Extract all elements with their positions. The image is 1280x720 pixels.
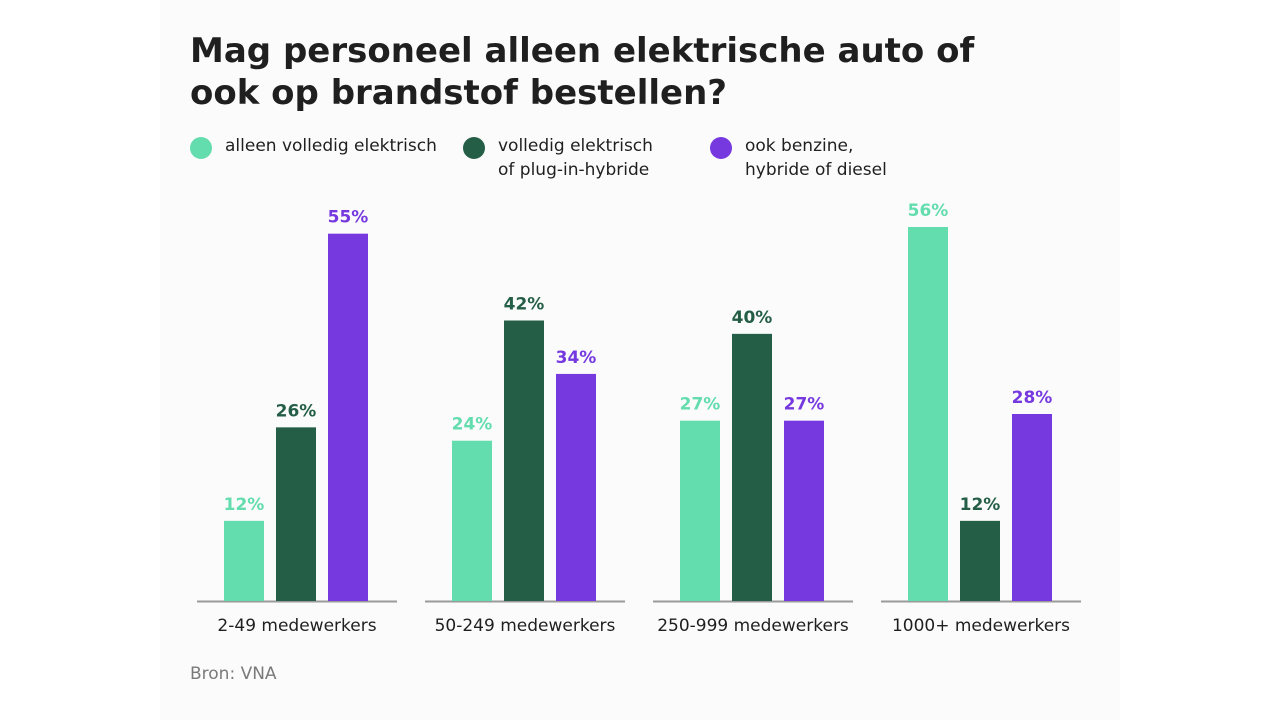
category-label: 50-249 medewerkers: [435, 616, 616, 636]
data-label: 26%: [276, 401, 317, 421]
bar: [556, 373, 596, 601]
legend-swatch: [463, 137, 485, 159]
data-label: 24%: [452, 415, 493, 435]
bar: [784, 420, 824, 601]
category-label: 2-49 medewerkers: [217, 616, 376, 636]
data-label: 55%: [328, 208, 369, 228]
bar: [452, 440, 492, 601]
data-label: 27%: [680, 395, 721, 415]
category-label: 250-999 medewerkers: [657, 616, 849, 636]
data-label: 27%: [784, 395, 825, 415]
bar: [960, 520, 1000, 601]
bar: [680, 420, 720, 601]
category-label: 1000+ medewerkers: [892, 616, 1070, 636]
bar: [224, 520, 264, 601]
bar: [276, 427, 316, 601]
legend-item-elektrisch-of-phev: volledig elektrisch of plug-in-hybride: [463, 136, 653, 182]
legend-swatch: [710, 137, 732, 159]
data-label: 34%: [556, 348, 597, 368]
legend-label: alleen volledig elektrisch: [225, 136, 437, 156]
data-label: 12%: [960, 495, 1001, 515]
bar: [908, 227, 948, 601]
data-label: 56%: [908, 201, 949, 221]
bar: [732, 333, 772, 601]
legend-label: volledig elektrisch of plug-in-hybride: [498, 136, 653, 180]
data-label: 40%: [732, 308, 773, 328]
data-label: 12%: [224, 495, 265, 515]
legend-swatch: [190, 137, 212, 159]
bar: [504, 320, 544, 601]
data-label: 28%: [1012, 388, 1053, 408]
source-note: Bron: VNA: [190, 664, 277, 684]
bar: [1012, 414, 1052, 601]
legend-item-alleen-elektrisch: alleen volledig elektrisch: [190, 136, 437, 159]
bar: [328, 233, 368, 601]
legend-item-ook-brandstof: ook benzine, hybride of diesel: [710, 136, 887, 182]
chart-title: Mag personeel alleen elektrische auto of…: [190, 31, 975, 113]
legend-label: ook benzine, hybride of diesel: [745, 136, 887, 180]
data-label: 42%: [504, 295, 545, 315]
